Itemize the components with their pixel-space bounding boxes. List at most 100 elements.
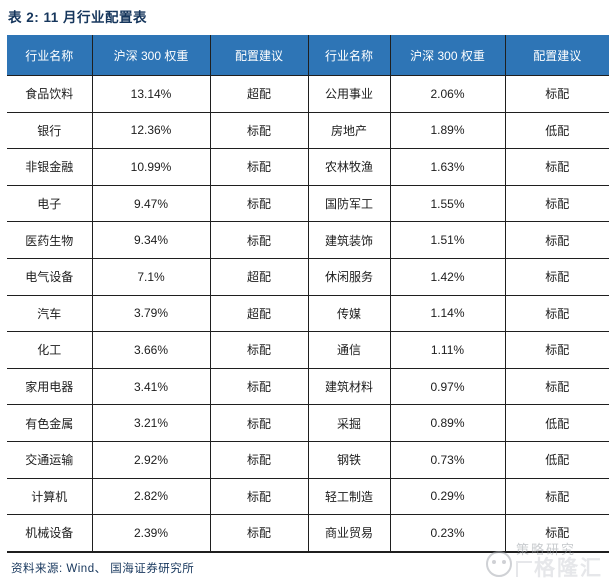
table-row: 银行 12.36% 标配 房地产 1.89% 低配 [7, 112, 609, 150]
industry-name-cell: 建筑材料 [307, 368, 390, 406]
advice-cell: 标配 [209, 514, 308, 553]
watermark-logo-icon [486, 551, 512, 577]
table-row: 食品饮料 13.14% 超配 公用事业 2.06% 标配 [7, 75, 609, 113]
industry-name-cell: 银行 [7, 112, 92, 150]
advice-cell: 低配 [504, 404, 609, 442]
industry-name-cell: 汽车 [7, 295, 92, 333]
weight-cell: 3.66% [91, 331, 210, 369]
advice-cell: 标配 [209, 331, 308, 369]
weight-cell: 2.39% [91, 514, 210, 553]
advice-cell: 标配 [209, 148, 308, 186]
industry-name-cell: 建筑装饰 [307, 221, 390, 259]
weight-cell: 1.14% [389, 295, 505, 333]
weight-cell: 13.14% [91, 75, 210, 113]
advice-cell: 标配 [504, 514, 609, 553]
header-csi300-weight-left: 沪深 300 权重 [91, 35, 210, 76]
advice-cell: 超配 [209, 75, 308, 113]
advice-cell: 标配 [504, 185, 609, 223]
weight-cell: 7.1% [91, 258, 210, 296]
advice-cell: 标配 [504, 148, 609, 186]
weight-cell: 0.23% [389, 514, 505, 553]
weight-cell: 0.29% [389, 478, 505, 516]
weight-cell: 12.36% [91, 112, 210, 150]
table-row: 医药生物 9.34% 标配 建筑装饰 1.51% 标配 [7, 221, 609, 259]
source-note: 资料来源: Wind、 国海证券研究所 [11, 563, 195, 575]
weight-cell: 2.06% [389, 75, 505, 113]
advice-cell: 低配 [504, 112, 609, 150]
header-industry-name-right: 行业名称 [307, 35, 390, 76]
industry-name-cell: 电子 [7, 185, 92, 223]
industry-name-cell: 医药生物 [7, 221, 92, 259]
advice-cell: 标配 [504, 295, 609, 333]
industry-name-cell: 传媒 [307, 295, 390, 333]
industry-name-cell: 采掘 [307, 404, 390, 442]
industry-name-cell: 家用电器 [7, 368, 92, 406]
industry-name-cell: 食品饮料 [7, 75, 92, 113]
table-row: 交通运输 2.92% 标配 钢铁 0.73% 低配 [7, 441, 609, 479]
weight-cell: 1.51% [389, 221, 505, 259]
table-row: 电子 9.47% 标配 国防军工 1.55% 标配 [7, 185, 609, 223]
weight-cell: 3.21% [91, 404, 210, 442]
industry-name-cell: 有色金属 [7, 404, 92, 442]
advice-cell: 标配 [209, 221, 308, 259]
advice-cell: 低配 [504, 441, 609, 479]
industry-name-cell: 交通运输 [7, 441, 92, 479]
table-row: 非银金融 10.99% 标配 农林牧渔 1.63% 标配 [7, 148, 609, 186]
industry-name-cell: 轻工制造 [307, 478, 390, 516]
table-row: 汽车 3.79% 超配 传媒 1.14% 标配 [7, 295, 609, 333]
advice-cell: 标配 [209, 478, 308, 516]
table-row: 机械设备 2.39% 标配 商业贸易 0.23% 标配 [7, 514, 609, 553]
weight-cell: 0.97% [389, 368, 505, 406]
industry-name-cell: 电气设备 [7, 258, 92, 296]
advice-cell: 超配 [209, 295, 308, 333]
weight-cell: 10.99% [91, 148, 210, 186]
industry-name-cell: 国防军工 [307, 185, 390, 223]
table-row: 化工 3.66% 标配 通信 1.11% 标配 [7, 331, 609, 369]
weight-cell: 3.41% [91, 368, 210, 406]
weight-cell: 2.92% [91, 441, 210, 479]
advice-cell: 标配 [504, 368, 609, 406]
table-row: 电气设备 7.1% 超配 休闲服务 1.42% 标配 [7, 258, 609, 296]
industry-name-cell: 农林牧渔 [307, 148, 390, 186]
weight-cell: 1.55% [389, 185, 505, 223]
advice-cell: 标配 [209, 368, 308, 406]
weight-cell: 1.63% [389, 148, 505, 186]
watermark-brand-text: 格隆汇 [534, 557, 603, 580]
table-row: 家用电器 3.41% 标配 建筑材料 0.97% 标配 [7, 368, 609, 406]
weight-cell: 1.11% [389, 331, 505, 369]
weight-cell: 3.79% [91, 295, 210, 333]
industry-name-cell: 通信 [307, 331, 390, 369]
weight-cell: 9.47% [91, 185, 210, 223]
industry-name-cell: 休闲服务 [307, 258, 390, 296]
industry-name-cell: 非银金融 [7, 148, 92, 186]
weight-cell: 2.82% [91, 478, 210, 516]
header-csi300-weight-right: 沪深 300 权重 [389, 35, 505, 76]
weight-cell: 1.89% [389, 112, 505, 150]
advice-cell: 标配 [209, 185, 308, 223]
advice-cell: 标配 [209, 441, 308, 479]
advice-cell: 标配 [504, 75, 609, 113]
industry-name-cell: 钢铁 [307, 441, 390, 479]
advice-cell: 标配 [504, 478, 609, 516]
table-title: 表 2: 11 月行业配置表 [8, 10, 148, 25]
industry-allocation-table: 行业名称 沪深 300 权重 配置建议 行业名称 沪深 300 权重 配置建议 … [7, 35, 609, 553]
industry-name-cell: 计算机 [7, 478, 92, 516]
advice-cell: 超配 [209, 258, 308, 296]
weight-cell: 9.34% [91, 221, 210, 259]
advice-cell: 标配 [209, 404, 308, 442]
weight-cell: 0.89% [389, 404, 505, 442]
watermark-bracket-icon [516, 561, 532, 578]
table-row: 计算机 2.82% 标配 轻工制造 0.29% 标配 [7, 478, 609, 516]
weight-cell: 1.42% [389, 258, 505, 296]
industry-name-cell: 房地产 [307, 112, 390, 150]
industry-name-cell: 公用事业 [307, 75, 390, 113]
advice-cell: 标配 [504, 331, 609, 369]
industry-name-cell: 商业贸易 [307, 514, 390, 553]
table-row: 有色金属 3.21% 标配 采掘 0.89% 低配 [7, 404, 609, 442]
advice-cell: 标配 [504, 258, 609, 296]
header-allocation-advice-right: 配置建议 [504, 35, 609, 76]
header-allocation-advice-left: 配置建议 [209, 35, 308, 76]
header-industry-name-left: 行业名称 [7, 35, 92, 76]
watermark-brand: 格隆汇 [516, 558, 603, 579]
